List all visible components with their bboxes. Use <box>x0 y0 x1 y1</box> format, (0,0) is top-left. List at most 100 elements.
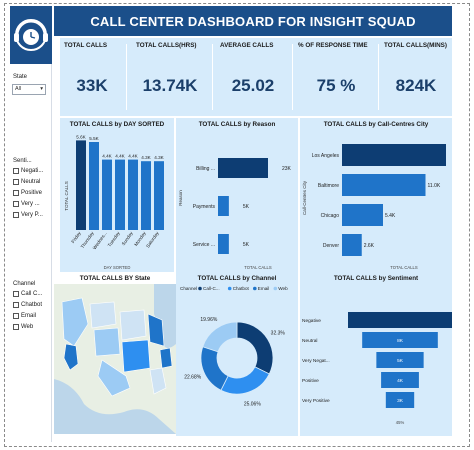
channel-slicer-title: Channel <box>13 281 36 287</box>
data-label: 5K <box>243 204 250 210</box>
calls-by-channel-chart[interactable]: TOTAL CALLS by Channel Channel Call-C... C… <box>176 272 298 436</box>
legend-entry: Chatbot <box>233 286 250 291</box>
kpi-card: % OF RESPONSE TIME 75 % <box>294 38 378 116</box>
data-label: 4.4K <box>128 154 138 159</box>
data-label: 5.5K <box>89 136 99 141</box>
x-tick-label: Friday <box>70 230 82 244</box>
filter-sidebar <box>10 6 52 442</box>
y-tick-label: Neutral <box>302 338 317 344</box>
data-label: 11.0K <box>428 183 441 189</box>
sentiment-option[interactable]: Very ... <box>13 201 40 207</box>
channel-slice <box>200 346 229 391</box>
day-bar <box>76 140 86 230</box>
reason-bar <box>218 196 229 216</box>
map-state[interactable] <box>119 309 147 341</box>
map-state[interactable] <box>93 327 121 357</box>
kpi-label: AVERAGE CALLS <box>220 42 274 49</box>
data-label: 4K <box>397 378 404 384</box>
checkbox-icon[interactable] <box>13 324 19 330</box>
kpi-divider <box>378 44 379 110</box>
data-label: 4.3K <box>154 155 164 160</box>
funnel-bar <box>362 332 438 348</box>
calls-by-day-chart[interactable]: TOTAL CALLS by DAY SORTED TOTAL CALLS 5.6… <box>60 118 174 272</box>
map-water <box>54 379 176 434</box>
kpi-value: 13.74K <box>142 76 198 95</box>
us-map-svg <box>54 284 176 434</box>
city-bar <box>342 174 426 196</box>
chart-title: TOTAL CALLS by Channel <box>197 275 277 282</box>
chart-title: TOTAL CALLS by DAY SORTED <box>69 121 165 128</box>
funnel-footer: 45% <box>396 420 405 425</box>
y-tick-label: Payments <box>193 204 216 210</box>
map-state[interactable] <box>97 359 131 397</box>
calls-by-state-map[interactable]: TOTAL CALLS BY State <box>54 272 176 436</box>
checkbox-icon[interactable] <box>13 302 19 308</box>
kpi-row: TOTAL CALLS 33K TOTAL CALLS(HRS) 13.74K … <box>60 38 452 116</box>
checkbox-icon[interactable] <box>13 313 19 319</box>
kpi-divider <box>212 44 213 110</box>
y-tick-label: Los Angeles <box>312 153 340 159</box>
data-label: 19.96% <box>200 317 218 323</box>
kpi-label: TOTAL CALLS(MINS) <box>384 42 447 49</box>
y-axis-title: Call-Centres City <box>302 180 307 215</box>
map-state[interactable] <box>89 301 117 329</box>
checkbox-icon[interactable] <box>13 201 19 207</box>
channel-option[interactable]: Email <box>13 313 36 319</box>
calls-by-day-svg: TOTAL CALLS5.6KFriday5.5KThursday4.4KWed… <box>64 134 165 270</box>
map-state[interactable] <box>63 343 79 371</box>
y-tick-label: Negative <box>302 318 321 324</box>
sentiment-option[interactable]: Very P... <box>13 212 43 218</box>
map-state[interactable] <box>121 339 151 373</box>
data-label: 8K <box>397 338 404 344</box>
data-label: 5.6K <box>76 134 86 139</box>
kpi-label: TOTAL CALLS(HRS) <box>136 42 197 49</box>
chart-title: TOTAL CALLS BY State <box>79 275 151 282</box>
sentiment-slicer-title: Senti... <box>13 158 32 164</box>
map-state[interactable] <box>149 367 167 395</box>
legend-entry: Email <box>258 286 270 291</box>
map-state[interactable] <box>159 347 173 369</box>
channel-option[interactable]: Call C... <box>13 291 42 297</box>
checkbox-icon[interactable] <box>13 168 19 174</box>
legend-marker <box>198 286 202 291</box>
state-slicer-title: State <box>13 74 28 80</box>
data-label: 32.3% <box>271 331 286 337</box>
sentiment-option[interactable]: Negati... <box>13 168 43 174</box>
day-bar <box>89 142 99 230</box>
kpi-label: TOTAL CALLS <box>64 42 108 49</box>
channel-option[interactable]: Web <box>13 324 33 330</box>
map-water <box>154 284 176 348</box>
funnel-bar <box>376 352 424 368</box>
y-tick-label: Very Negat... <box>302 358 330 364</box>
calls-by-reason-chart[interactable]: TOTAL CALLS by Reason Reason Billing ... 2… <box>176 118 298 272</box>
map-state[interactable] <box>61 297 89 347</box>
sentiment-option[interactable]: Neutral <box>13 179 40 185</box>
checkbox-icon[interactable] <box>13 190 19 196</box>
y-tick-label: Billing ... <box>196 166 215 172</box>
kpi-card: TOTAL CALLS(MINS) 824K <box>380 38 452 116</box>
channel-option[interactable]: Chatbot <box>13 302 42 308</box>
state-dropdown[interactable]: All ▾ <box>12 84 46 95</box>
checkbox-icon[interactable] <box>13 179 19 185</box>
kpi-value: 824K <box>395 76 437 95</box>
map-state[interactable] <box>147 313 165 347</box>
city-bar <box>342 144 446 166</box>
legend-marker <box>227 286 232 291</box>
y-axis-title: TOTAL CALLS <box>64 181 69 210</box>
calls-by-channel-svg: Channel Call-C... Chatbot Email Web 32.3% 25.0… <box>180 286 288 407</box>
y-tick-label: Chicago <box>321 213 340 219</box>
sentiment-option[interactable]: Positive <box>13 190 42 196</box>
day-bar <box>154 161 164 230</box>
day-bar <box>115 159 125 230</box>
data-label: 4.3K <box>141 155 151 160</box>
calls-by-sentiment-chart[interactable]: TOTAL CALLS by Sentiment Negative Neutral… <box>300 272 452 436</box>
data-label: 25.06% <box>244 401 262 407</box>
legend-title: Channel <box>180 286 197 291</box>
channel-slice <box>202 321 238 353</box>
calls-by-sentiment-svg: Negative Neutral 8K Very Negat... 5K Positive… <box>302 312 452 425</box>
calls-by-reason-svg: Reason Billing ... 23K Payments 5K Service ..… <box>178 158 292 270</box>
data-label: 4.4K <box>115 154 125 159</box>
calls-by-city-chart[interactable]: TOTAL CALLS by Call-Centres City Call-Ce… <box>300 118 452 272</box>
checkbox-icon[interactable] <box>13 212 19 218</box>
checkbox-icon[interactable] <box>13 291 19 297</box>
